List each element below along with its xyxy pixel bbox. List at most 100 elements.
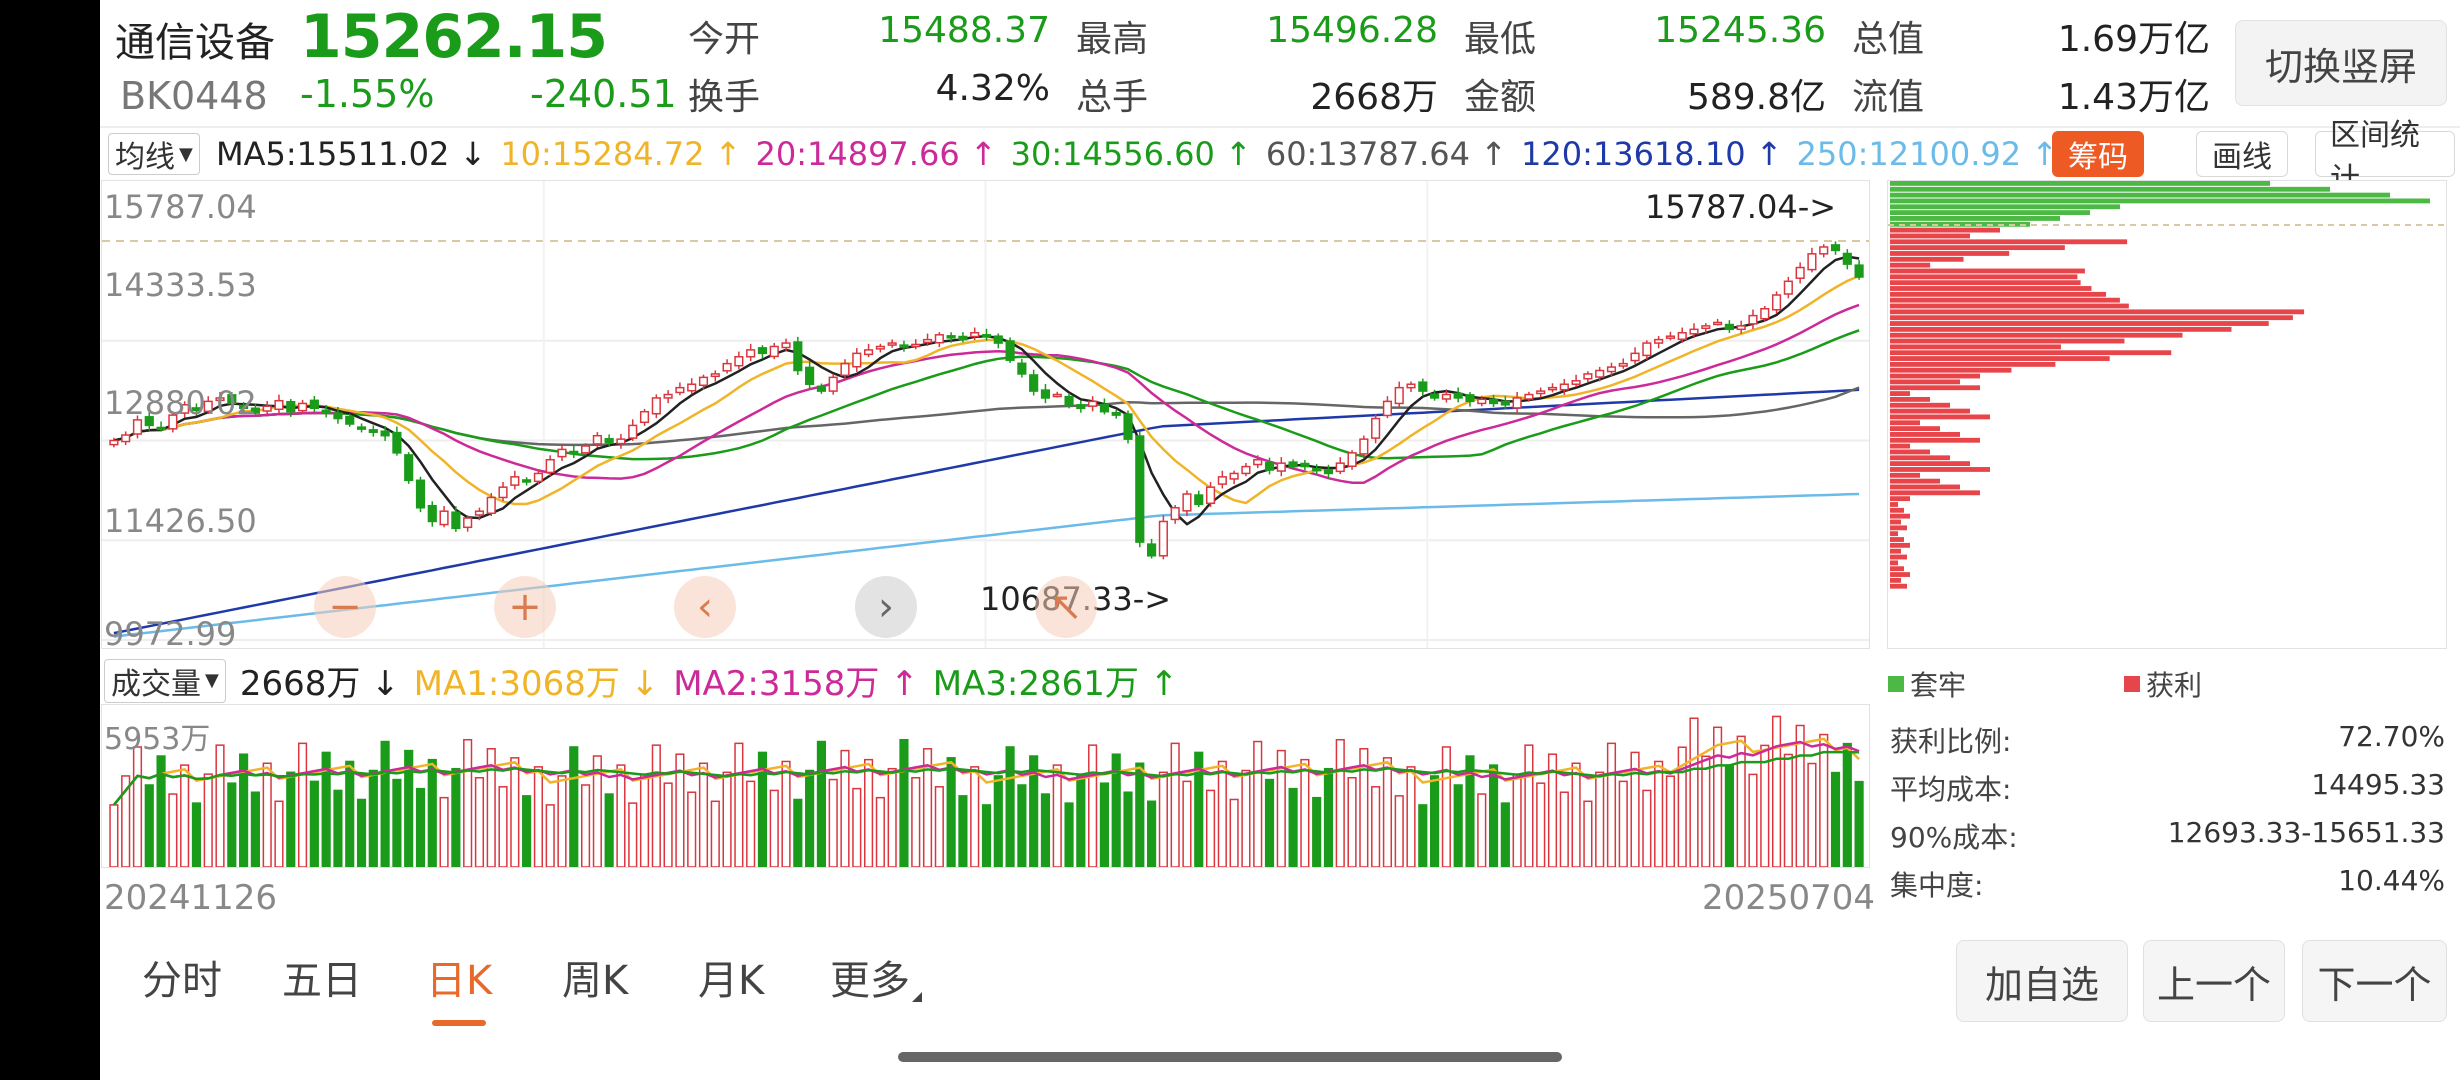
candle-body [899,344,909,348]
chip-bar [1890,291,2107,297]
switch-portrait-button[interactable]: 切换竖屏 [2235,20,2447,106]
tab-weekly-k[interactable]: 周K [562,958,629,1004]
candle-body [345,415,355,425]
chip-bar [1890,577,1901,583]
volume-bar [1005,746,1015,867]
scroll-right-button[interactable]: › [855,576,917,638]
candle-body [333,412,343,420]
volume-ma3: MA3:2861万 ↑ [932,664,1179,704]
tab-five-day[interactable]: 五日 [282,958,362,1004]
avg-cost-label: 平均成本: [1890,773,2012,806]
range-stats-button[interactable]: 区间统计 [2315,118,2455,197]
quote-value-amount: 589.8亿 [1686,77,1826,118]
previous-button[interactable]: 上一个 [2143,940,2285,1022]
next-button[interactable]: 下一个 [2302,940,2447,1022]
plus-icon: + [508,584,542,630]
volume-bar [1536,782,1546,867]
candle-body [1088,400,1098,407]
quote-value-total-value: 1.69万亿 [2057,19,2210,60]
volume-chart[interactable] [101,704,1870,868]
candle-body [1158,520,1168,557]
chip-bar [1890,461,1970,467]
candle-body [1465,394,1475,403]
volume-bar [1453,784,1463,867]
volume-bar [746,780,756,867]
tab-more[interactable]: 更多 [830,958,910,1004]
tab-intraday[interactable]: 分时 [142,958,222,1004]
chip-distribution-chart [1887,180,2447,649]
avg-cost-value: 14495.33 [2311,768,2445,801]
home-indicator[interactable] [898,1052,1562,1062]
change-percent: -1.55% [300,72,435,116]
profit-ratio-value: 72.70% [2338,720,2445,753]
arrow-back-icon: ↖ [1049,584,1083,630]
volume-bar [639,773,650,867]
candle-body [286,400,296,413]
price-axis-4: 11426.50 [104,502,257,540]
volume-bar [911,777,921,867]
chip-bar [1890,192,2390,198]
chip-bar [1890,484,1960,490]
volume-bar [1736,735,1746,867]
ma-type-select[interactable]: 均线 ▼ [108,133,200,175]
candle-body [1771,294,1782,311]
chip-bar [1890,583,1907,589]
candle-body [722,362,732,372]
candle-body [1040,389,1051,399]
volume-bar [580,784,591,867]
volume-bar [427,758,437,867]
chips-button[interactable]: 筹码 [2052,131,2144,177]
volume-bar [1701,755,1711,867]
chip-bar [1890,233,1970,239]
kline-svg [102,181,1869,648]
chip-bar [1890,239,2128,245]
zoom-out-button[interactable]: − [314,576,376,638]
zoom-in-button[interactable]: + [494,576,556,638]
volume-bar [628,802,638,867]
chip-bar [1890,525,1907,531]
candle-body [1606,366,1617,373]
volume-bar [1430,775,1440,867]
volume-select-label: 成交量 [111,666,201,702]
volume-indicator-select[interactable]: 成交量 ▼ [104,658,226,703]
chip-bar [1890,344,2061,350]
candle-body [1571,380,1581,385]
candle-body [1347,452,1357,467]
ma-values-row: MA5:15511.02 ↓ 10:15284.72 ↑ 20:14897.66… [216,135,2058,173]
volume-bar [663,782,673,867]
candle-body [922,338,933,344]
draw-line-button[interactable]: 画线 [2196,131,2288,177]
candle-body [203,400,213,413]
volume-bar [757,751,768,867]
tab-monthly-k[interactable]: 月K [698,958,765,1004]
chip-bar [1890,513,1910,519]
scroll-left-button[interactable]: ‹ [674,576,736,638]
volume-bar [1371,786,1381,867]
chip-bar [1890,385,1980,391]
price-axis-top: 15787.04 [104,188,257,226]
chip-bar [1890,537,1904,542]
volume-bar [215,744,225,867]
candle-body [887,342,897,346]
chip-bar [1890,426,1940,432]
tab-daily-k[interactable]: 日K [426,958,493,1004]
candle-body [1713,321,1723,326]
candle-body [1441,393,1451,400]
reset-view-button[interactable]: ↖ [1035,576,1097,638]
chip-bar [1890,554,1907,560]
volume-ma2: MA2:3158万 ↑ [673,664,919,704]
volume-bar [828,778,838,867]
kline-chart[interactable] [101,180,1870,649]
volume-bar [1807,762,1817,867]
add-watchlist-button[interactable]: 加自选 [1956,940,2128,1022]
volume-ma3-line [112,750,1860,806]
candle-body [1654,338,1664,344]
candle-body [1665,335,1676,339]
cost-90-value: 12693.33-15651.33 [2167,816,2445,849]
candle-body [746,349,756,358]
header-divider [100,126,2460,128]
chip-bar [1890,566,1904,572]
chip-bar [1890,198,2430,204]
volume-values-row: 成交量 ▼ 2668万 ↓ MA1:3068万 ↓ MA2:3158万 ↑ MA… [104,656,1178,705]
candle-body [580,445,591,454]
